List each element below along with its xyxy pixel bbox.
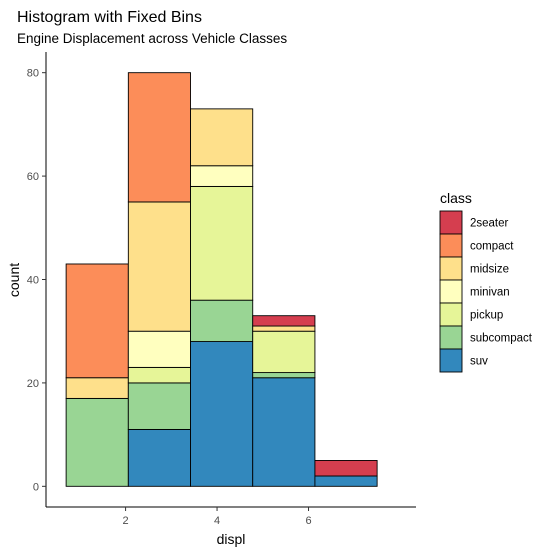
y-tick-label: 80 bbox=[27, 68, 39, 80]
bar-pickup-bin-3 bbox=[190, 185, 254, 301]
legend-key-compact bbox=[439, 233, 463, 258]
bar-suv-bin-3 bbox=[190, 341, 254, 487]
bar-minivan-bin-2 bbox=[127, 330, 191, 368]
x-tick-label: 6 bbox=[305, 515, 311, 527]
bar-compact-bin-1 bbox=[65, 263, 129, 379]
legend-key-midsize bbox=[439, 256, 463, 281]
y-tick-label: 60 bbox=[27, 171, 39, 183]
bar-subcompact-bin-3 bbox=[190, 299, 254, 342]
y-tick-label: 0 bbox=[33, 481, 39, 493]
legend-label-minivan: minivan bbox=[470, 287, 510, 299]
legend: class 2seater compact midsize minivan pickup… bbox=[439, 190, 533, 373]
bar-pickup-bin-4 bbox=[252, 330, 316, 374]
bar-suv-bin-4 bbox=[252, 377, 316, 487]
axes-group: 0 20 40 60 80 2 4 6 bbox=[27, 52, 416, 527]
y-tick-label: 20 bbox=[27, 378, 39, 390]
bar-subcompact-bin-4 bbox=[252, 372, 316, 379]
bar-suv-bin-5 bbox=[314, 475, 378, 487]
legend-label-pickup: pickup bbox=[470, 310, 503, 322]
bar-midsize-bin-4 bbox=[252, 325, 316, 332]
bar-midsize-bin-2 bbox=[127, 201, 191, 332]
legend-label-2seater: 2seater bbox=[470, 218, 509, 230]
y-tick-label: 40 bbox=[27, 275, 39, 287]
watermark-text: 知乎 @python生物人 bbox=[370, 516, 498, 532]
chart-title: Histogram with Fixed Bins bbox=[17, 9, 202, 26]
bar-subcompact-bin-1 bbox=[65, 397, 129, 487]
bar-2seater-bin-5 bbox=[314, 460, 378, 477]
legend-label-compact: compact bbox=[470, 241, 514, 253]
bar-pickup-bin-2 bbox=[127, 366, 191, 384]
bar-compact-bin-2 bbox=[127, 72, 191, 203]
legend-key-pickup bbox=[439, 302, 463, 327]
legend-key-subcompact bbox=[439, 325, 463, 350]
bar-minivan-bin-3 bbox=[190, 165, 254, 187]
bar-midsize-bin-1 bbox=[65, 377, 129, 399]
legend-key-2seater bbox=[439, 210, 463, 235]
x-tick-label: 2 bbox=[123, 515, 129, 527]
x-axis-title: displ bbox=[217, 531, 246, 547]
legend-key-suv bbox=[439, 348, 463, 373]
legend-key-minivan bbox=[439, 279, 463, 304]
bar-midsize-bin-3 bbox=[190, 108, 254, 167]
y-axis-title: count bbox=[6, 263, 22, 297]
legend-label-midsize: midsize bbox=[470, 264, 509, 276]
bar-2seater-bin-4 bbox=[252, 315, 316, 327]
x-tick-label: 4 bbox=[214, 515, 220, 527]
bar-suv-bin-2 bbox=[127, 428, 191, 487]
legend-title: class bbox=[440, 190, 472, 206]
chart-subtitle: Engine Displacement across Vehicle Class… bbox=[17, 31, 287, 46]
legend-label-suv: suv bbox=[470, 356, 488, 368]
bars-group bbox=[65, 72, 378, 487]
bar-subcompact-bin-2 bbox=[127, 382, 191, 430]
legend-label-subcompact: subcompact bbox=[470, 333, 533, 345]
